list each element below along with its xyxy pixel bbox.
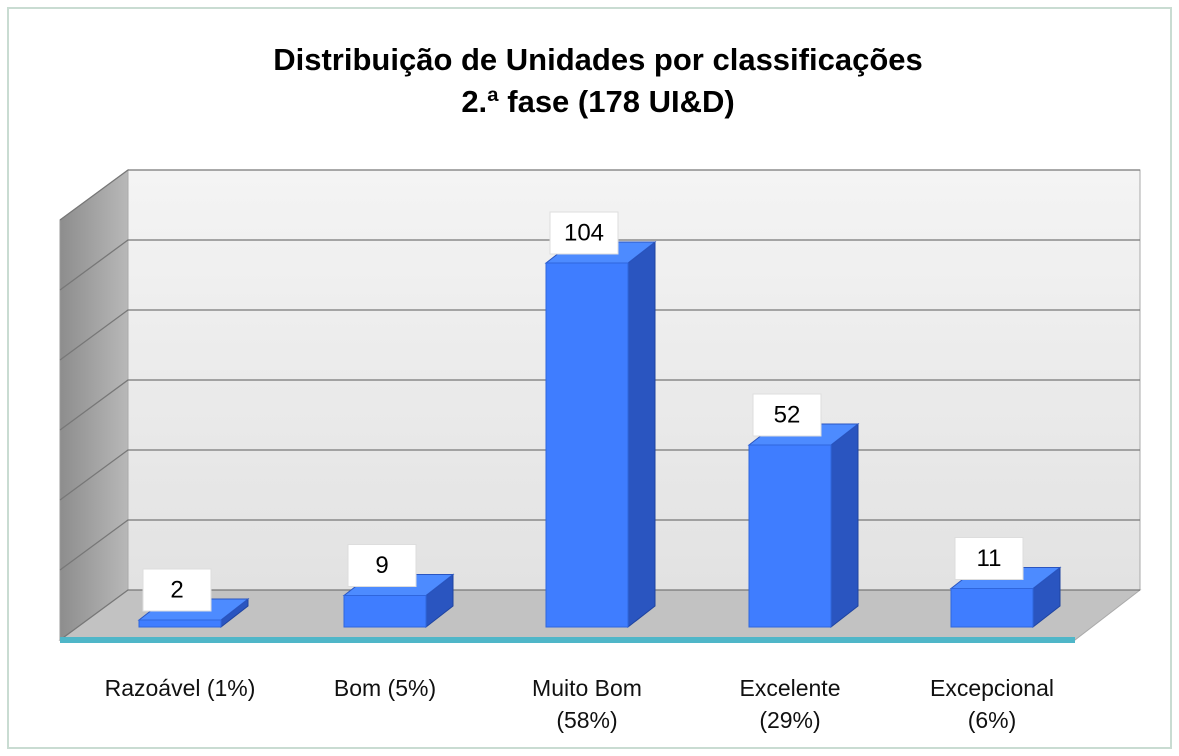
value-label: 104 [564,219,604,246]
grid-line [59,169,1140,221]
bar-side [627,240,656,629]
x-tick-label: Muito Bom (58%) [532,675,642,733]
x-tick-label: Excelente (29%) [739,675,841,733]
chart-title: Distribuição de Unidades por classificaç… [273,42,923,77]
chart-subtitle: 2.ª fase (178 UI&D) [461,84,734,119]
value-label: 52 [774,401,801,428]
grid-line [59,239,1140,291]
grid-line [59,309,1140,361]
bar [950,588,1034,628]
x-tick-label: Razoável (1%) [104,675,256,701]
value-label-box [549,211,619,255]
value-label: 11 [977,545,1002,572]
bar [138,619,222,628]
bar [343,595,427,628]
bar-side [830,422,859,629]
value-label-box [954,537,1024,580]
value-label-box [347,544,417,587]
x-tick-label: Excepcional (6%) [929,675,1055,733]
grid-line [59,379,1140,431]
bar [748,444,832,628]
value-label: 9 [375,552,388,579]
bar [545,262,629,628]
x-tick-label: Bom (5%) [333,675,437,701]
value-label-box [142,568,212,612]
value-label-box [752,393,822,437]
value-label: 2 [170,576,183,603]
